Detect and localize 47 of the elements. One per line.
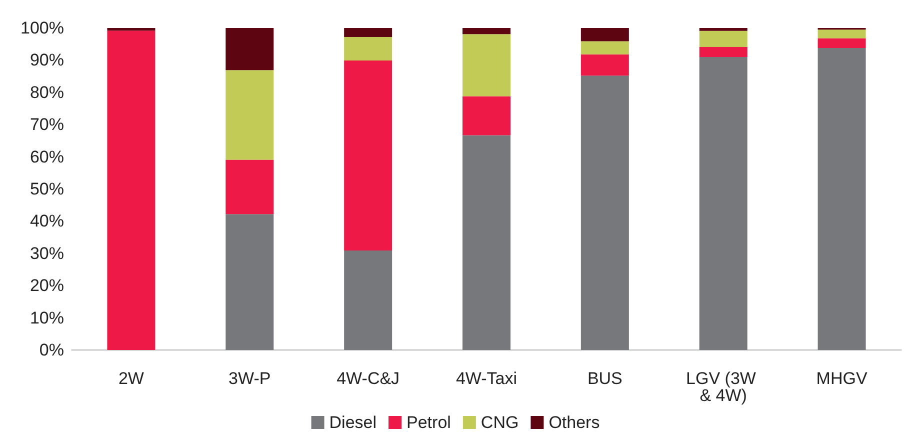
x-tick-label: MHGV (816, 369, 868, 388)
bar (818, 38, 866, 48)
bar (580, 41, 629, 54)
y-tick-label: 70% (30, 115, 64, 134)
x-tick-label: 3W-P (228, 369, 271, 388)
bar (226, 214, 274, 350)
bar (462, 34, 510, 96)
y-tick-label: 60% (30, 147, 64, 166)
y-tick-label: 50% (30, 180, 64, 198)
bar (462, 96, 510, 136)
bar (462, 135, 510, 350)
y-tick-label: 100% (20, 18, 64, 38)
bar (818, 48, 866, 350)
x-tick-label: 4W-C&J (336, 369, 400, 388)
x-tick-label: 4W-Taxi (456, 369, 518, 388)
bar (580, 76, 629, 350)
bar (107, 28, 156, 31)
x-tick-label: LGV (3W & 4W) (686, 369, 761, 405)
bar (462, 28, 510, 34)
y-tick-label: 10% (30, 308, 64, 328)
bar (699, 28, 748, 31)
bar (107, 30, 156, 350)
bar (580, 54, 629, 76)
bar (344, 28, 392, 38)
x-tick-label: BUS (587, 369, 622, 388)
bar (580, 28, 629, 42)
y-tick-label: 40% (30, 212, 64, 231)
y-tick-label: 90% (30, 50, 64, 70)
y-tick-label: 80% (30, 82, 64, 102)
bar (818, 30, 866, 38)
bar (344, 250, 392, 350)
legend-label: CNG (480, 413, 519, 432)
bar (699, 47, 748, 57)
bar (699, 30, 748, 47)
legend-label: Others (548, 413, 600, 432)
bar (344, 37, 392, 61)
bar (226, 70, 274, 160)
bar (699, 56, 748, 350)
legend-label: Petrol (406, 413, 451, 432)
bar (344, 60, 392, 250)
y-tick-label: 0% (39, 340, 64, 360)
bar (226, 28, 274, 70)
y-tick-label: 20% (30, 276, 64, 296)
x-tick-label: 2W (118, 369, 144, 388)
legend-label: Diesel (329, 413, 377, 432)
y-tick-label: 30% (30, 244, 64, 263)
bar (226, 160, 274, 214)
